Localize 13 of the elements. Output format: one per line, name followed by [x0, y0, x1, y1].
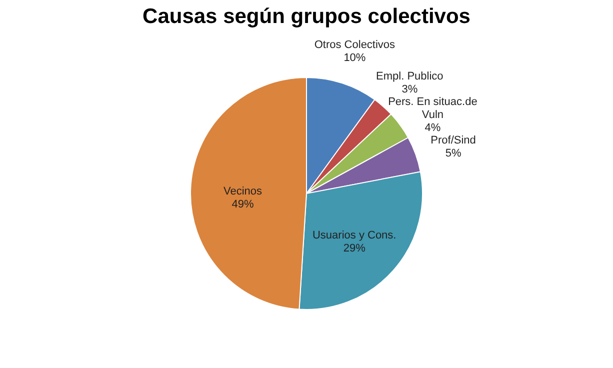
- chart-title: Causas según grupos colectivos: [142, 5, 470, 28]
- slice-label: Pers. En situac.de Vuln: [388, 96, 478, 121]
- data-label: 5%: [445, 148, 462, 160]
- data-label: 4%: [424, 122, 441, 134]
- slice-label: Prof/Sind: [430, 134, 476, 147]
- data-label: 49%: [232, 198, 254, 210]
- slice-label: Empl. Publico: [376, 70, 444, 82]
- data-label: 3%: [402, 83, 418, 96]
- data-label: 29%: [343, 242, 366, 255]
- data-label: 10%: [344, 52, 366, 64]
- slice-label: Usuarios y Cons.: [312, 230, 396, 242]
- slice-label: Otros Colectivos: [314, 39, 396, 52]
- slice-label: Vecinos: [223, 185, 262, 198]
